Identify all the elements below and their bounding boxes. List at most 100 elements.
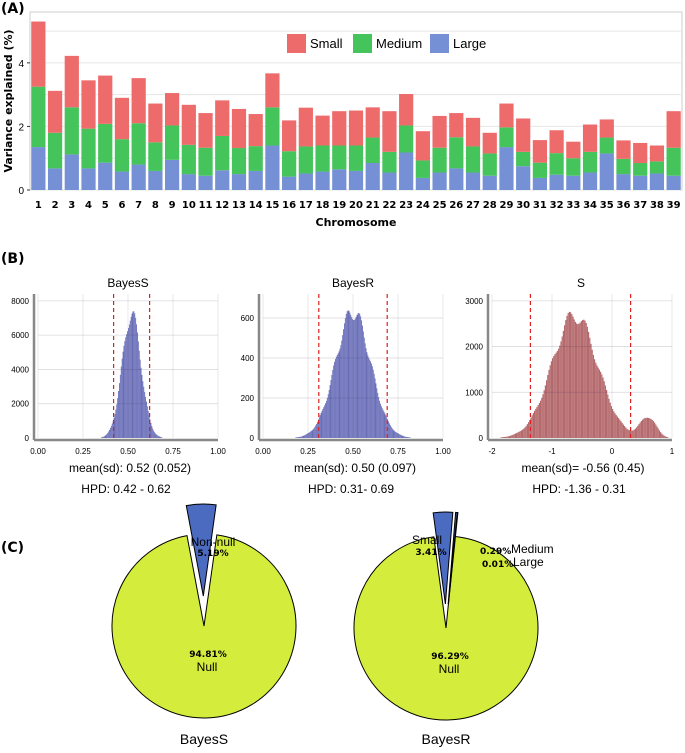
histogram-bar [666,436,668,438]
bar-small-chr2 [47,90,63,133]
histogram-bar [359,313,361,438]
y-tick-label: 2 [18,122,24,133]
bar-small-chr26 [449,113,464,138]
histogram-bar [405,436,407,438]
bar-small-chr5 [98,75,113,124]
histogram-bar [518,431,520,438]
bar-small-chr20 [348,110,364,146]
histogram-bar [157,435,159,438]
histogram-bar [352,319,353,438]
histogram-bar [153,430,155,438]
histogram-bar [368,357,370,438]
panel-label-c: (C) [1,540,24,556]
bar-large-chr37 [633,175,648,190]
x-tick-label: 1.00 [435,447,451,456]
bar-large-chr16 [282,176,297,190]
bar-large-chr21 [365,162,380,190]
histogram-bar [560,341,562,438]
histogram-bar [337,353,339,438]
histogram-bar [618,418,620,438]
histogram-bar [302,435,304,438]
histogram-bar [510,435,512,438]
histogram-bar [327,394,329,438]
histogram-bar [501,437,503,438]
histogram-bar [388,421,389,438]
histogram-bar [119,374,121,438]
bar-large-chr28 [482,175,497,190]
histogram-bar [370,361,371,438]
histogram-bar [564,325,566,438]
histogram-bar [128,328,129,438]
histogram-bar [371,366,373,438]
histogram-bar [340,345,342,438]
histogram-bar [544,385,546,438]
bar-medium-chr10 [181,144,196,175]
histogram-bar [532,412,534,438]
bar-medium-chr2 [47,132,63,169]
histogram-bar [321,410,323,438]
bar-small-chr31 [532,140,548,163]
histogram-bar [613,411,615,438]
histogram-bar [616,416,618,438]
histogram-bar [145,396,146,438]
histogram-bar [316,423,317,438]
legend-swatch-large [430,34,449,53]
pie-title: BayesR [421,731,470,747]
histogram-bar [339,348,341,438]
bar-large-chr11 [198,175,213,190]
histogram-bar [295,437,297,438]
histogram-bar [610,406,612,438]
histogram-bar [507,436,509,438]
histogram-bar [345,313,347,438]
histogram-bar [296,437,298,438]
bar-large-chr36 [616,174,631,190]
histogram-bar [559,345,561,438]
stacked-bar-chart: 1 2 3 4 5 6 7 8 9 10 11 12 13 14 15 16 17 18 19 20 21 22 23 24 2… [2,11,683,229]
histogram-bar [379,400,380,438]
nonnull-label: Non-null [191,535,236,549]
y-tick-label: 8000 [11,297,29,306]
bar-large-chr31 [532,177,548,190]
histogram-bar [574,321,576,438]
histogram-bar [649,418,651,438]
histogram-bar [555,352,557,438]
pie-slice-null [111,534,297,719]
bar-small-chr8 [148,103,163,143]
histogram-bar [391,428,393,438]
histogram-bar [537,405,539,438]
histogram-bar [131,313,133,438]
histogram-bar [656,426,658,438]
x-tick-label: 0.25 [300,447,316,456]
bar-large-chr13 [231,174,247,190]
legend: Small Medium Large [287,34,486,53]
histogram-bar [103,436,105,438]
pie-slice-null [353,535,539,721]
histogram-bar [538,402,540,438]
histogram-bar [328,389,330,438]
histogram-bar [548,369,550,438]
legend-swatch-small [287,34,306,53]
histogram-bar [335,358,336,438]
histogram-bar [637,425,639,438]
bar-small-chr19 [332,111,347,146]
histogram-bar [338,351,340,438]
histogram-bar [133,311,135,438]
histogram-bar [542,394,544,438]
histogram-bar [590,343,592,438]
bar-small-chr1 [31,21,46,87]
medium-label: Medium [511,542,554,556]
histogram-bar [660,432,662,438]
x-tick-label: 4 [85,200,92,211]
histogram-bar [354,318,356,438]
histogram-bar [122,351,124,438]
histogram-bar [297,437,299,438]
bar-medium-chr27 [465,146,481,173]
bar-large-chr17 [298,173,313,190]
histogram-bar [661,433,663,438]
histogram-bar [330,380,332,438]
bar-medium-chr30 [516,151,531,167]
bar-medium-chr32 [549,153,564,175]
histogram-bar [540,400,542,438]
bar-small-chr21 [365,107,380,138]
